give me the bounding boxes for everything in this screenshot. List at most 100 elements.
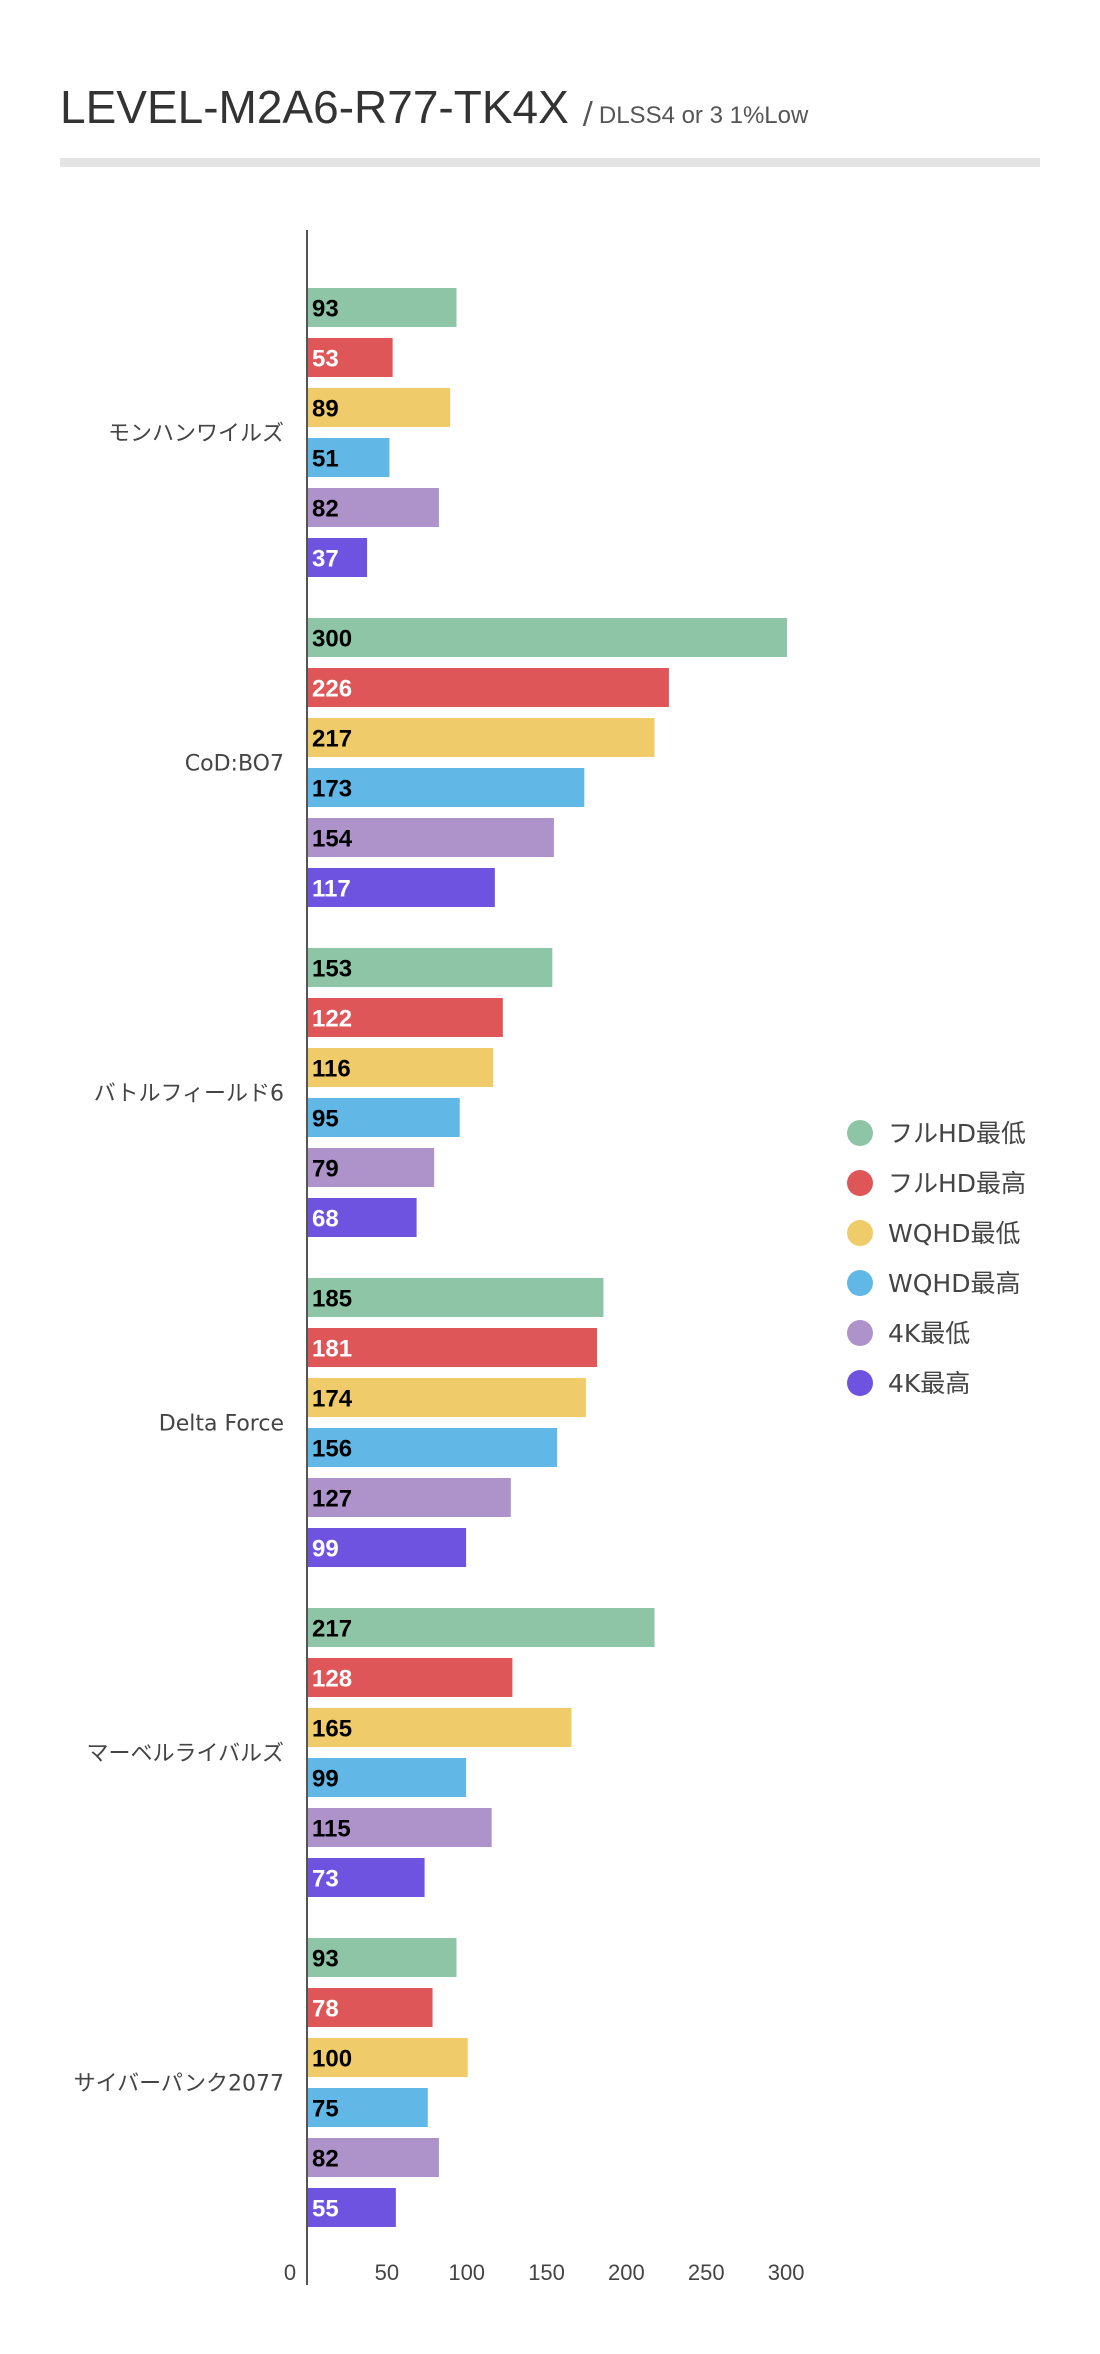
x-tick-label: 200 <box>608 2260 645 2285</box>
bar <box>308 1278 604 1317</box>
bar-value-label: 165 <box>312 1716 352 1743</box>
legend-label: WQHD最高 <box>888 1269 1020 1298</box>
bar <box>308 1378 586 1417</box>
x-tick-label: 250 <box>688 2260 725 2285</box>
bar <box>308 1048 494 1087</box>
bar <box>308 1858 425 1897</box>
legend-marker <box>847 1120 873 1146</box>
bar <box>308 998 503 1037</box>
category-label: CoD:BO7 <box>185 752 284 777</box>
bar <box>308 288 457 327</box>
category-label: サイバーパンク2077 <box>74 2072 284 2097</box>
bar-value-label: 93 <box>312 296 339 323</box>
bar <box>308 438 390 477</box>
bar-value-label: 78 <box>312 1996 339 2023</box>
bar <box>308 818 554 857</box>
x-tick-label: 150 <box>528 2260 565 2285</box>
bar <box>308 538 368 577</box>
bar <box>308 1658 513 1697</box>
x-tick-label: 0 <box>284 2260 296 2285</box>
title-divider <box>60 158 1040 167</box>
bar-value-label: 174 <box>312 1386 353 1413</box>
legend-marker <box>847 1220 873 1246</box>
bar-value-label: 93 <box>312 1946 339 1973</box>
bar <box>308 488 439 527</box>
bar <box>308 668 669 707</box>
bar <box>308 2188 396 2227</box>
bar-value-label: 217 <box>312 726 352 753</box>
legend-label: 4K最高 <box>888 1369 970 1398</box>
bar <box>308 1328 598 1367</box>
bar-value-label: 300 <box>312 626 352 653</box>
legend-marker <box>847 1320 873 1346</box>
bar <box>308 1198 417 1237</box>
bar-value-label: 68 <box>312 1206 339 1233</box>
bar <box>308 1478 511 1517</box>
bar <box>308 338 393 377</box>
legend-label: 4K最低 <box>888 1319 970 1348</box>
bar-value-label: 127 <box>312 1486 352 1513</box>
bar-value-label: 75 <box>312 2096 339 2123</box>
bar-value-label: 115 <box>312 1816 351 1843</box>
legend-marker <box>847 1370 873 1396</box>
bar-value-label: 181 <box>312 1336 352 1363</box>
bar <box>308 1428 558 1467</box>
bar <box>308 1708 572 1747</box>
bar-value-label: 117 <box>312 876 351 903</box>
legend-label: フルHD最低 <box>888 1119 1026 1148</box>
bar-value-label: 116 <box>312 1056 351 1083</box>
bar-value-label: 156 <box>312 1436 352 1463</box>
bar <box>308 948 553 987</box>
bar-value-label: 37 <box>312 546 339 573</box>
bar <box>308 1988 433 2027</box>
bar <box>308 1758 467 1797</box>
x-tick-label: 50 <box>375 2260 399 2285</box>
bar-value-label: 82 <box>312 2146 339 2173</box>
bar-value-label: 122 <box>312 1006 352 1033</box>
bar-value-label: 99 <box>312 1536 339 1563</box>
bar <box>308 1938 457 1977</box>
bar <box>308 2038 468 2077</box>
bar <box>308 618 788 657</box>
bar-value-label: 185 <box>312 1286 352 1313</box>
bar-value-label: 53 <box>312 346 339 373</box>
bar <box>308 1148 435 1187</box>
bar-value-label: 89 <box>312 396 339 423</box>
bar <box>308 388 451 427</box>
bar <box>308 2138 439 2177</box>
chart-subtitle: DLSS4 or 3 1%Low <box>598 102 809 129</box>
bar <box>308 1608 655 1647</box>
bar <box>308 868 495 907</box>
legend-marker <box>847 1170 873 1196</box>
bar <box>308 718 655 757</box>
x-tick-label: 300 <box>768 2260 805 2285</box>
bar <box>308 1098 460 1137</box>
x-tick-label: 100 <box>448 2260 485 2285</box>
bar-value-label: 95 <box>312 1106 339 1133</box>
bar-value-label: 73 <box>312 1866 339 1893</box>
bar-value-label: 154 <box>312 826 353 853</box>
legend-label: フルHD最高 <box>888 1169 1026 1198</box>
bar-value-label: 217 <box>312 1616 352 1643</box>
bar-value-label: 99 <box>312 1766 339 1793</box>
bar-value-label: 79 <box>312 1156 339 1183</box>
bar <box>308 1528 467 1567</box>
bar-value-label: 128 <box>312 1666 352 1693</box>
bar <box>308 2088 428 2127</box>
bar-value-label: 51 <box>312 446 339 473</box>
bar-value-label: 173 <box>312 776 352 803</box>
legend-label: WQHD最低 <box>888 1219 1020 1248</box>
category-label: モンハンワイルズ <box>108 422 284 447</box>
category-label: バトルフィールド6 <box>94 1082 284 1107</box>
bar-value-label: 82 <box>312 496 339 523</box>
title-separator: / <box>582 96 593 131</box>
legend-marker <box>847 1270 873 1296</box>
bar <box>308 1808 492 1847</box>
bar <box>308 768 585 807</box>
chart-title-row: LEVEL-M2A6-R77-TK4X / DLSS4 or 3 1%Low <box>60 80 808 134</box>
bar-value-label: 226 <box>312 676 352 703</box>
bar-value-label: 55 <box>312 2196 339 2223</box>
bar-value-label: 100 <box>312 2046 352 2073</box>
chart-title: LEVEL-M2A6-R77-TK4X <box>60 81 569 133</box>
